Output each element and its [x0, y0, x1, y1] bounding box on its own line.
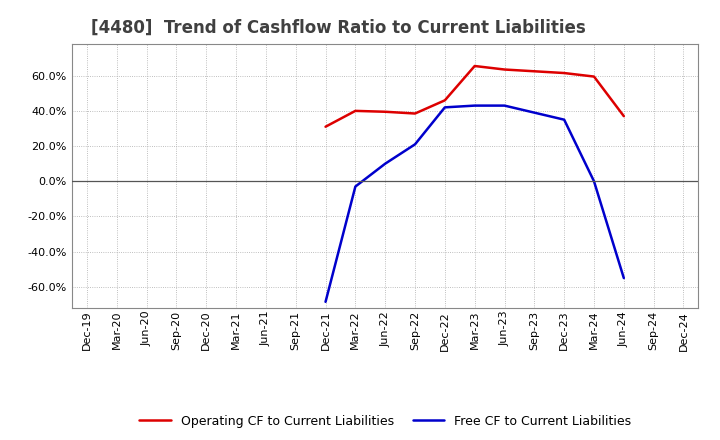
Operating CF to Current Liabilities: [351, 108, 360, 114]
Free CF to Current Liabilities: [530, 110, 539, 115]
Free CF to Current Liabilities: [410, 142, 419, 147]
Free CF to Current Liabilities: [441, 105, 449, 110]
Free CF to Current Liabilities: [351, 184, 360, 189]
Operating CF to Current Liabilities: [590, 74, 598, 79]
Line: Operating CF to Current Liabilities: Operating CF to Current Liabilities: [325, 66, 624, 127]
Free CF to Current Liabilities: [590, 179, 598, 184]
Free CF to Current Liabilities: [470, 103, 479, 108]
Operating CF to Current Liabilities: [530, 69, 539, 74]
Operating CF to Current Liabilities: [441, 98, 449, 103]
Operating CF to Current Liabilities: [470, 63, 479, 69]
Free CF to Current Liabilities: [560, 117, 569, 122]
Line: Free CF to Current Liabilities: Free CF to Current Liabilities: [325, 106, 624, 302]
Free CF to Current Liabilities: [321, 299, 330, 304]
Operating CF to Current Liabilities: [500, 67, 509, 72]
Free CF to Current Liabilities: [500, 103, 509, 108]
Operating CF to Current Liabilities: [321, 124, 330, 129]
Operating CF to Current Liabilities: [560, 70, 569, 76]
Operating CF to Current Liabilities: [619, 114, 628, 119]
Operating CF to Current Liabilities: [410, 111, 419, 116]
Legend: Operating CF to Current Liabilities, Free CF to Current Liabilities: Operating CF to Current Liabilities, Fre…: [140, 414, 631, 428]
Text: [4480]  Trend of Cashflow Ratio to Current Liabilities: [4480] Trend of Cashflow Ratio to Curren…: [91, 19, 585, 37]
Operating CF to Current Liabilities: [381, 109, 390, 114]
Free CF to Current Liabilities: [619, 275, 628, 281]
Free CF to Current Liabilities: [381, 161, 390, 166]
